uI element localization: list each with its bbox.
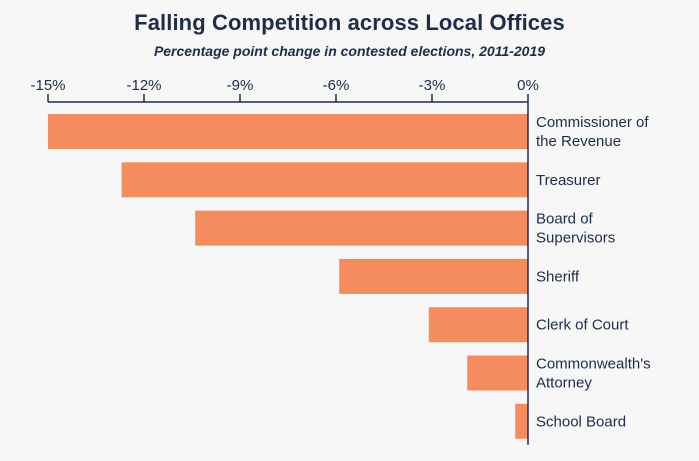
category-label: Board of Supervisors xyxy=(536,211,615,247)
x-tick-label: -9% xyxy=(227,77,254,94)
chart-subtitle: Percentage point change in contested ele… xyxy=(153,43,546,59)
bar xyxy=(48,114,528,149)
bar xyxy=(467,355,528,391)
bar xyxy=(428,307,528,343)
category-label: Commissioner of the Revenue xyxy=(536,114,649,150)
x-tick-label: -15% xyxy=(30,77,65,94)
x-tick-label: 0% xyxy=(517,77,539,94)
category-labels-layer: Commissioner of the Revenue Treasurer Board… xyxy=(536,114,651,430)
category-label: Treasurer xyxy=(536,172,600,189)
bar xyxy=(339,258,528,294)
category-label: Clerk of Court xyxy=(536,317,629,334)
category-label: Commonwealth's Attorney xyxy=(536,356,651,392)
bar xyxy=(515,403,528,439)
axis-layer: -15% -12% -9% -6% -3% 0% xyxy=(30,77,539,445)
x-tick-label: -6% xyxy=(323,77,350,94)
bar xyxy=(121,162,528,198)
chart-title: Falling Competition across Local Offices xyxy=(134,10,565,35)
x-tick-label: -12% xyxy=(126,77,161,94)
category-label: School Board xyxy=(536,413,626,430)
bars-layer xyxy=(48,114,528,439)
category-label: Sheriff xyxy=(536,268,580,285)
bar xyxy=(195,210,528,246)
x-tick-label: -3% xyxy=(419,77,446,94)
